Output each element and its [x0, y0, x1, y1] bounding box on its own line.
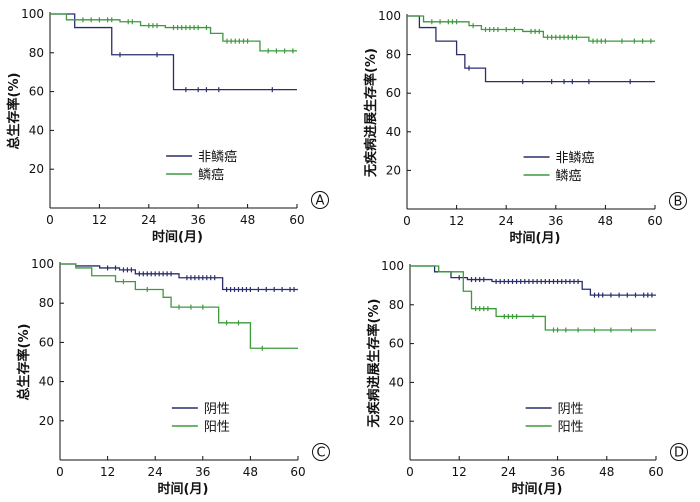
- y-axis-title: 总生存率(%): [16, 324, 32, 401]
- panel-letter: B: [674, 195, 683, 210]
- y-tick-label: 60: [386, 86, 401, 100]
- x-tick-label: 36: [191, 213, 206, 227]
- x-tick-label: 12: [449, 214, 464, 228]
- y-axis-title: 无疾病进展生存率(%): [363, 48, 379, 178]
- x-tick-label: 0: [46, 213, 54, 227]
- x-tick-label: 60: [289, 213, 304, 227]
- panel-letter-circle: [669, 192, 687, 210]
- y-tick-label: 80: [389, 298, 404, 312]
- x-tick-label: 24: [499, 214, 514, 228]
- y-axis-title: 总生存率(%): [6, 73, 22, 150]
- panel-letter-circle: [311, 191, 329, 209]
- km-panel-b: 0 12 24 36 48 60 20 40 60 80 100 时间(月) 无疾病进展生存率(%) 非鳞…: [363, 9, 687, 246]
- y-tick-label: 60: [389, 337, 404, 351]
- y-tick-label: 20: [389, 414, 404, 428]
- y-tick-label: 40: [389, 375, 404, 389]
- km-panel-d: 0 12 24 36 48 60 20 40 60 80 100 时间(月) 无疾病进展生存率(%) 阴性…: [366, 259, 688, 497]
- series-1: [410, 265, 656, 298]
- y-tick-label: 60: [39, 335, 54, 349]
- series-2: [407, 15, 655, 44]
- x-tick-label: 48: [243, 465, 258, 479]
- y-tick-label: 60: [29, 85, 44, 99]
- y-tick-label: 100: [378, 9, 401, 23]
- x-tick-label: 48: [598, 214, 613, 228]
- y-axis-title: 无疾病进展生存率(%): [366, 299, 382, 429]
- x-tick-label: 0: [406, 465, 414, 479]
- series-1: [60, 263, 298, 292]
- x-tick-label: 0: [403, 214, 411, 228]
- series-2: [50, 13, 297, 54]
- legend-label: 阴性: [204, 402, 230, 417]
- x-tick-label: 24: [501, 465, 516, 479]
- panel-letter-circle: [312, 443, 330, 461]
- y-tick-label: 20: [39, 414, 54, 428]
- survival-curve: [407, 15, 655, 42]
- series-2: [60, 263, 298, 351]
- y-tick-label: 80: [29, 46, 44, 60]
- legend-label: 阴性: [558, 402, 584, 417]
- survival-curve: [60, 263, 298, 291]
- y-tick-label: 100: [31, 257, 54, 271]
- y-tick-label: 20: [29, 162, 44, 176]
- survival-curve: [60, 263, 298, 349]
- y-tick-label: 100: [21, 7, 44, 21]
- x-tick-label: 60: [647, 214, 662, 228]
- survival-curve: [50, 13, 297, 52]
- y-tick-label: 40: [386, 125, 401, 139]
- x-tick-label: 60: [648, 465, 663, 479]
- panel-letter: D: [674, 446, 684, 461]
- x-tick-label: 12: [452, 465, 467, 479]
- x-tick-label: 24: [148, 465, 163, 479]
- survival-curve: [407, 15, 655, 83]
- legend-label: 非鳞癌: [198, 149, 237, 165]
- legend-label: 鳞癌: [198, 167, 224, 183]
- x-tick-label: 24: [141, 213, 156, 227]
- y-tick-label: 80: [386, 48, 401, 62]
- panel-letter-circle: [670, 443, 688, 461]
- y-tick-label: 40: [29, 123, 44, 137]
- y-tick-label: 40: [39, 375, 54, 389]
- x-axis-title: 时间(月): [510, 230, 561, 246]
- legend-label: 非鳞癌: [556, 150, 595, 166]
- series-1: [50, 13, 297, 93]
- x-tick-label: 48: [240, 213, 255, 227]
- legend-label: 阳性: [204, 420, 230, 435]
- x-axis-title: 时间(月): [158, 481, 209, 497]
- x-tick-label: 36: [550, 465, 565, 479]
- y-tick-label: 20: [386, 163, 401, 177]
- series-2: [410, 265, 656, 333]
- legend-label: 阳性: [558, 420, 584, 435]
- x-axis-title: 时间(月): [512, 481, 563, 497]
- y-tick-label: 100: [381, 259, 404, 273]
- y-tick-label: 80: [39, 296, 54, 310]
- x-tick-label: 0: [56, 465, 64, 479]
- x-tick-label: 36: [195, 465, 210, 479]
- x-tick-label: 48: [599, 465, 614, 479]
- x-tick-label: 60: [290, 465, 305, 479]
- x-tick-label: 12: [100, 465, 115, 479]
- x-tick-label: 12: [92, 213, 107, 227]
- survival-curve: [410, 265, 656, 331]
- x-tick-label: 36: [548, 214, 563, 228]
- panel-letter: C: [316, 446, 325, 461]
- series-1: [407, 15, 655, 85]
- survival-curve: [50, 13, 297, 91]
- legend-label: 鳞癌: [556, 168, 582, 184]
- panel-letter: A: [316, 194, 325, 209]
- x-axis-title: 时间(月): [152, 229, 203, 245]
